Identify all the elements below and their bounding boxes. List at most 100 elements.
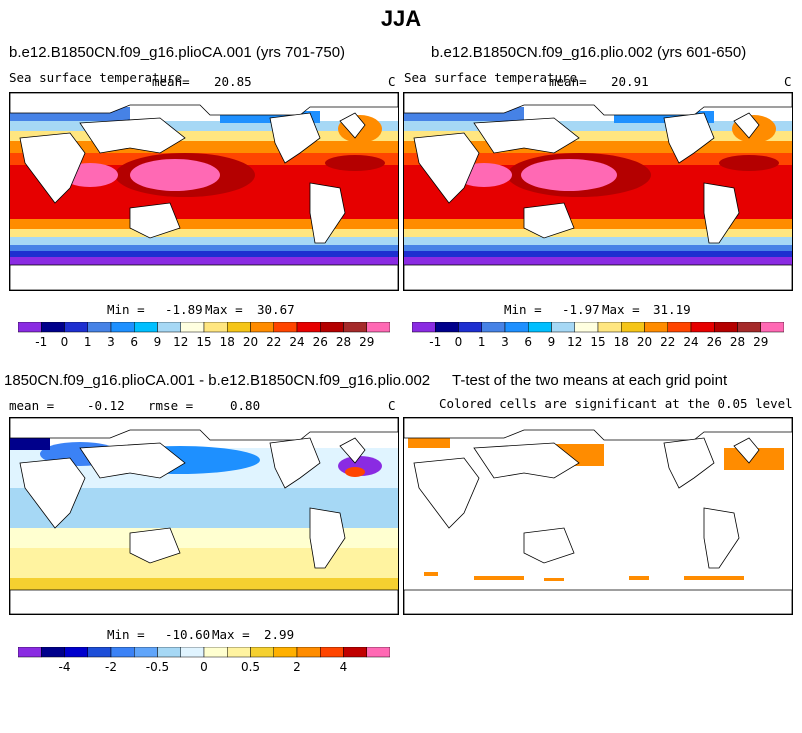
panel2-mean-value: 20.91: [611, 74, 649, 89]
colorbar-swatch: [760, 322, 784, 333]
colorbar-label: 2: [293, 660, 301, 674]
colorbar-label: 3: [501, 335, 509, 349]
panel1-title: b.e12.B1850CN.f09_g16.plioCA.001 (yrs 70…: [9, 44, 346, 61]
panel1-max-value: 30.67: [257, 302, 295, 317]
colorbar-swatch: [87, 322, 112, 333]
colorbar-label: 18: [220, 335, 235, 349]
panel2-min-label: Min =: [504, 302, 542, 317]
colorbar-swatch: [667, 322, 692, 333]
panel3-max-label: Max =: [212, 627, 250, 642]
colorbar-label: 15: [196, 335, 211, 349]
colorbar-swatch: [737, 322, 761, 333]
panel3-mean-value: -0.12: [87, 398, 125, 413]
colorbar-swatch: [227, 322, 251, 333]
panel2-mean-label: mean=: [549, 74, 587, 89]
panel2-colorbar: -1 0 1 3 6 9 12 15 18 20 22 24 26 28 29: [412, 322, 784, 352]
panel1-mean-value: 20.85: [214, 74, 252, 89]
panel1-variable: Sea surface temperature: [9, 70, 183, 85]
colorbar-swatch: [528, 322, 552, 333]
colorbar-swatch: [597, 322, 622, 333]
panel3-rmse-label: rmse =: [148, 398, 194, 413]
colorbar-swatch: [87, 647, 112, 658]
panel1-max-label: Max =: [205, 302, 243, 317]
panel3-min-value: -10.60: [165, 627, 211, 642]
colorbar-swatch: [227, 647, 251, 658]
colorbar-label: -1: [35, 335, 47, 349]
panel4-title: T-test of the two means at each grid poi…: [452, 372, 728, 389]
colorbar-label: 22: [660, 335, 675, 349]
colorbar-label: 0: [200, 660, 208, 674]
panel3-colorbar: -4 -2 -0.5 0 0.5 2 4: [18, 647, 390, 677]
colorbar-label: 26: [313, 335, 328, 349]
colorbar-swatch: [366, 322, 390, 333]
colorbar-label: 6: [524, 335, 532, 349]
panel3-mean-label: mean =: [9, 398, 55, 413]
colorbar-label: 1: [84, 335, 92, 349]
colorbar-swatch: [574, 322, 599, 333]
colorbar-label: 28: [336, 335, 351, 349]
colorbar-label: 4: [340, 660, 348, 674]
colorbar-label: 26: [707, 335, 722, 349]
colorbar-swatch: [320, 647, 344, 658]
panel3-max-value: 2.99: [264, 627, 295, 642]
colorbar-label: 24: [683, 335, 698, 349]
panel3-title: 1850CN.f09_g16.plioCA.001 - b.e12.B1850C…: [4, 372, 431, 389]
figure-title: JJA: [380, 6, 422, 31]
colorbar-label: 29: [359, 335, 374, 349]
colorbar-label: 6: [130, 335, 138, 349]
colorbar-swatch: [296, 647, 321, 658]
colorbar-swatch: [320, 322, 344, 333]
colorbar-swatch: [203, 322, 228, 333]
colorbar-label: 9: [154, 335, 162, 349]
colorbar-swatch: [64, 322, 88, 333]
colorbar-swatch: [504, 322, 529, 333]
colorbar-swatch: [110, 647, 135, 658]
colorbar-swatch: [250, 647, 274, 658]
panel3-map: [9, 417, 399, 615]
panel2-min-value: -1.97: [562, 302, 600, 317]
colorbar-swatch: [343, 647, 367, 658]
colorbar-swatch: [343, 322, 367, 333]
colorbar-swatch: [134, 322, 158, 333]
colorbar-swatch: [110, 322, 135, 333]
colorbar-label: -2: [105, 660, 117, 674]
colorbar-swatch: [644, 322, 668, 333]
colorbar-label: 1: [478, 335, 486, 349]
colorbar-swatch: [134, 647, 158, 658]
colorbar-label: 0.5: [241, 660, 260, 674]
colorbar-swatch: [273, 647, 298, 658]
colorbar-label: -4: [59, 660, 71, 674]
colorbar-swatch: [366, 647, 390, 658]
panel1-colorbar: -1 0 1 3 6 9 12 15 18 20 22 24 26 28 29: [18, 322, 390, 352]
colorbar-swatch: [412, 322, 436, 333]
colorbar-swatch: [621, 322, 645, 333]
colorbar-label: 15: [590, 335, 605, 349]
colorbar-label: 3: [107, 335, 115, 349]
panel2-units: C: [784, 74, 792, 89]
colorbar-swatch: [157, 647, 181, 658]
colorbar-swatch: [41, 322, 65, 333]
colorbar-label: 20: [637, 335, 652, 349]
colorbar-swatch: [203, 647, 228, 658]
colorbar-label: 12: [567, 335, 582, 349]
panel3-min-label: Min =: [107, 627, 145, 642]
panel2-title: b.e12.B1850CN.f09_g16.plio.002 (yrs 601-…: [431, 44, 747, 61]
panel1-min-label: Min =: [107, 302, 145, 317]
colorbar-label: 22: [266, 335, 281, 349]
colorbar-label: -1: [429, 335, 441, 349]
panel1-units: C: [388, 74, 396, 89]
colorbar-swatch: [296, 322, 321, 333]
colorbar-swatch: [458, 322, 482, 333]
colorbar-swatch: [551, 322, 575, 333]
panel2-max-label: Max =: [602, 302, 640, 317]
colorbar-swatch: [250, 322, 274, 333]
colorbar-label: 0: [455, 335, 463, 349]
panel1-min-value: -1.89: [165, 302, 203, 317]
colorbar-swatch: [18, 647, 42, 658]
colorbar-label: 0: [61, 335, 69, 349]
colorbar-swatch: [690, 322, 715, 333]
colorbar-label: 12: [173, 335, 188, 349]
panel2-map: [403, 92, 793, 291]
panel3-rmse-value: 0.80: [230, 398, 261, 413]
colorbar-label: -0.5: [146, 660, 169, 674]
